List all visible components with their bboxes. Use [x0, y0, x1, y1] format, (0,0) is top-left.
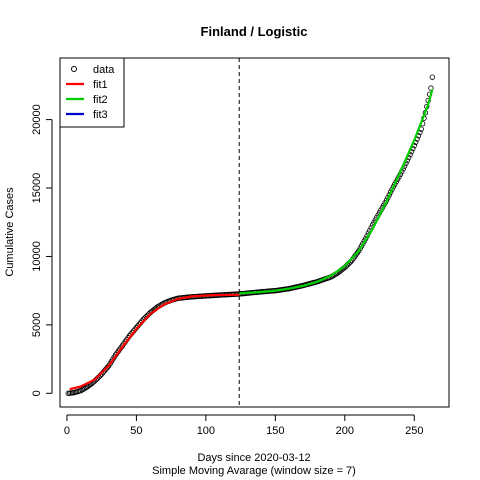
- legend-label-fit1: fit1: [93, 79, 108, 91]
- y-axis: 0 5000 10000 15000 20000: [31, 104, 53, 396]
- series-line-fit2: [239, 89, 434, 295]
- x-axis-label: Days since 2020-03-12: [197, 452, 310, 464]
- x-tick-label: 150: [266, 425, 284, 437]
- series-line-fit1: [69, 293, 240, 391]
- data-point: [104, 364, 110, 371]
- chart-subtitle: Simple Moving Avarage (window size = 7): [152, 465, 356, 477]
- y-tick-label: 10000: [31, 241, 43, 272]
- y-tick-label: 5000: [31, 313, 43, 337]
- data-point: [429, 74, 436, 80]
- x-tick-label: 250: [405, 425, 423, 437]
- y-tick-label: 0: [31, 390, 43, 396]
- legend-label-data: data: [93, 64, 115, 76]
- y-tick-label: 20000: [31, 104, 43, 135]
- x-tick-label: 200: [336, 425, 354, 437]
- legend-marker-data: [71, 66, 77, 72]
- x-tick-label: 50: [130, 425, 142, 437]
- legend: data fit1 fit2 fit3: [59, 57, 125, 128]
- legend-box: [59, 57, 125, 128]
- chart-title: Finland / Logistic: [201, 24, 308, 39]
- plot-frame: [59, 57, 450, 408]
- legend-label-fit3: fit3: [93, 109, 108, 121]
- x-tick-label: 0: [64, 425, 70, 437]
- y-axis-label: Cumulative Cases: [4, 187, 16, 277]
- y-tick-label: 15000: [31, 173, 43, 204]
- x-axis: 0 50 100 150 200 250: [64, 414, 423, 437]
- x-tick-label: 100: [197, 425, 215, 437]
- data-point: [103, 366, 109, 372]
- plot-area: 0 50 100 150 200 250 0 5000 10000 15000 20000: [31, 58, 436, 437]
- legend-label-fit2: fit2: [93, 94, 108, 106]
